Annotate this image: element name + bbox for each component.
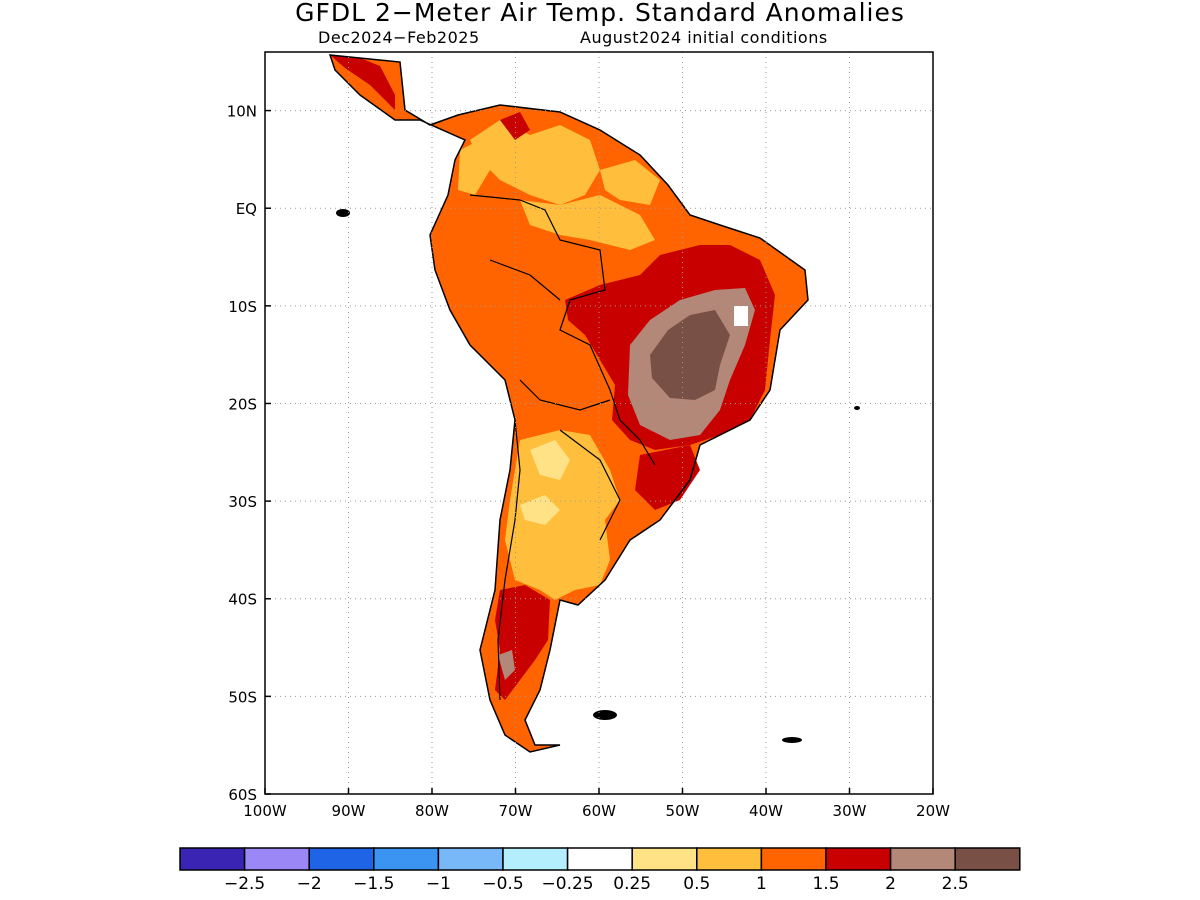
colorbar-label: −0.25 (542, 874, 594, 894)
colorbar: −2.5 −2 −1.5 −1 −0.5 −0.25 0.25 0.5 1 1.5 2 2.5 (179, 847, 1021, 894)
coastline-south-america (328, 54, 809, 753)
y-tick-label: 60S (228, 786, 257, 804)
colorbar-swatch (179, 847, 246, 871)
region-argentina-mild (505, 430, 620, 600)
x-tick-label: 100W (243, 802, 287, 820)
colorbar-swatch (889, 847, 956, 871)
region-central-america-hot (330, 55, 395, 110)
colorbar-label: 1 (756, 874, 767, 894)
map-title: GFDL 2−Meter Air Temp. Standard Anomalie… (295, 0, 905, 27)
colorbar-swatch (437, 847, 504, 871)
x-tick-label: 20W (916, 802, 950, 820)
colorbar-label: −0.5 (482, 874, 523, 894)
galapagos-island (336, 209, 350, 217)
grid-lines (265, 52, 933, 794)
region-amazon-mild (520, 195, 655, 250)
border-argentina-chile (497, 419, 521, 701)
colorbar-label: −1 (426, 874, 451, 894)
region-brazil-central-max (650, 310, 730, 400)
region-colombia-mild (458, 140, 490, 195)
region-patagonia-core (498, 650, 515, 680)
colorbar-swatch (308, 847, 375, 871)
y-tick-label: 20S (228, 395, 257, 413)
y-tick-label: EQ (236, 200, 257, 218)
colorbar-swatch (502, 847, 569, 871)
region-rio-hot (635, 445, 700, 510)
region-continent-base (330, 55, 808, 752)
y-tick-label: 10S (228, 298, 257, 316)
region-argentina-light-2 (520, 495, 560, 525)
x-tick-label: 40W (749, 802, 783, 820)
x-tick-label: 70W (499, 802, 533, 820)
colorbar-swatch (954, 847, 1021, 871)
initial-conditions: August2024 initial conditions (580, 28, 828, 47)
forecast-period: Dec2024−Feb2025 (318, 28, 480, 47)
colorbar-label: 0.25 (613, 874, 651, 894)
x-tick-label: 30W (833, 802, 867, 820)
x-tick-label: 80W (415, 802, 449, 820)
coastlines (328, 54, 809, 753)
colorbar-swatch (631, 847, 698, 871)
region-venezuela-hot (500, 112, 530, 140)
region-white-spot (734, 306, 748, 326)
border-andes (469, 194, 621, 541)
anomaly-fill (330, 55, 808, 752)
region-venezuela-mild (470, 120, 600, 205)
colorbar-swatch (243, 847, 310, 871)
y-tick-label: 40S (228, 591, 257, 609)
colorbar-label: 2.5 (942, 874, 969, 894)
falklands-island (593, 710, 617, 720)
border-brazil-west (519, 199, 656, 466)
colorbar-label: −2.5 (224, 874, 265, 894)
colorbar-swatch (760, 847, 827, 871)
colorbar-swatch (566, 847, 633, 871)
south-georgia-island (782, 737, 802, 743)
y-tick-label: 30S (228, 493, 257, 511)
region-argentina-light (530, 440, 570, 480)
colorbar-swatch (825, 847, 892, 871)
colorbar-label: 2 (885, 874, 896, 894)
x-tick-label: 50W (666, 802, 700, 820)
y-tick-label: 50S (228, 688, 257, 706)
axes: 100W 90W 80W 70W 60W 50W 40W 30W 20W 10N EQ 10S 20S 3… (227, 103, 950, 820)
colorbar-label: 1.5 (812, 874, 839, 894)
region-guiana-mild (600, 160, 660, 205)
colorbar-label: −1.5 (353, 874, 394, 894)
colorbar-label: 0.5 (683, 874, 710, 894)
y-tick-label: 10N (227, 103, 257, 121)
trinidade-island (854, 406, 860, 410)
x-tick-label: 60W (582, 802, 616, 820)
colorbar-swatch (373, 847, 440, 871)
x-tick-label: 90W (332, 802, 366, 820)
colorbar-swatch (696, 847, 763, 871)
colorbar-label: −2 (297, 874, 322, 894)
